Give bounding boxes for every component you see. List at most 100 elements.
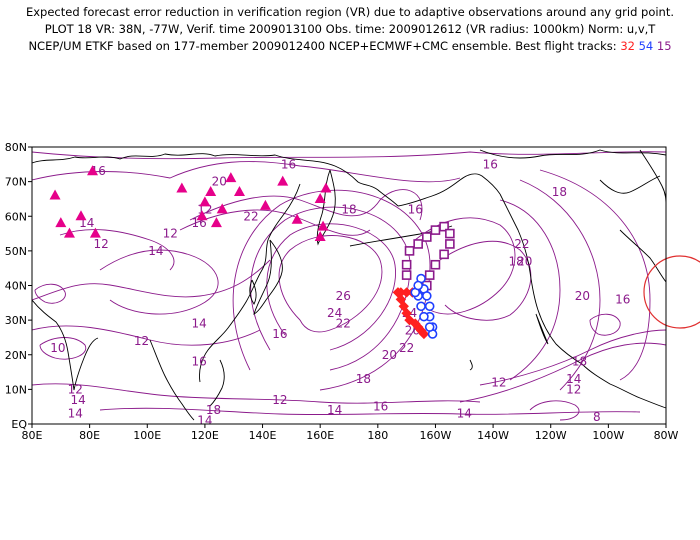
header-line-3: NCEP/UM ETKF based on 177-member 2009012… [0,38,700,55]
track-square [424,270,435,280]
contour-line [32,151,666,160]
lat-tick-label: 10N [5,383,27,396]
contour-label: 18 [572,355,587,369]
track-square [445,228,455,239]
lat-tick-label: 30N [5,314,27,327]
coastline-eurasia-north [32,153,399,207]
contour-line [414,217,516,315]
track-circle [424,301,435,312]
coastline-hawaii [469,359,473,371]
lon-tick-label: 80E [79,429,100,442]
observation-triangle [176,182,188,193]
track-diamond [398,301,409,312]
track-diamond [392,287,404,298]
observation-triangles [49,165,332,242]
track-square [439,221,449,232]
coastline-indochina [149,339,195,421]
coastline-mexico [581,363,666,409]
contour-label: 14 [197,414,212,428]
track-square [445,239,455,249]
lon-tick-label: 120E [191,429,219,442]
observation-triangle [277,175,289,186]
observation-triangle [259,199,271,210]
coastline-east-us [619,229,666,283]
track-circle [424,322,435,332]
contour-label: 16 [408,202,423,216]
contour-line [278,235,383,333]
contour-label: 16 [615,292,630,306]
contour-label: 20 [575,289,590,303]
contour-label: 14 [192,317,207,331]
flight-track-purple [401,221,455,291]
contour-label: 12 [94,237,109,251]
observation-triangle [225,172,237,183]
track-diamond [418,328,430,340]
contour-label: 16 [272,327,287,341]
longitude-axis: 80E 80E 100E 120E 140E 160E 180 160W 140W 120W 100… [22,424,679,442]
contour-label: 12 [491,375,506,389]
track-diamond [401,307,412,319]
contour-label: 18 [206,403,221,417]
contour-label: 18 [509,254,524,268]
observation-triangle [317,220,329,231]
track-square [413,239,423,249]
track-square [404,246,415,256]
contour-line [479,329,666,386]
contour-label: 22 [514,237,529,251]
contour-label: 16 [483,157,498,171]
contour-label: 16 [281,157,296,171]
observation-triangle [205,186,217,197]
track-diamond [395,294,407,305]
contour-label: 18 [356,372,371,386]
track-circle [413,280,423,291]
contour-line [589,313,621,336]
lat-tick-label: 40N [5,280,27,293]
contour-label: 18 [552,185,567,199]
lat-tick-label: 50N [5,245,27,258]
contour-label: 10 [667,341,682,355]
lat-tick-label: 60N [5,210,27,223]
contour-label: 14 [327,403,342,417]
observation-triangle [314,192,326,203]
coastline-japan [253,239,283,315]
contour-line [459,342,666,403]
coastline-south-asia [32,299,99,391]
header-line-3-prefix: NCEP/UM ETKF based on 177-member 2009012… [28,39,617,53]
observation-triangle [210,217,222,228]
lon-tick-label: 180 [367,429,388,442]
track-circle [416,301,426,312]
observation-triangle [75,210,87,221]
contour-lines [32,151,666,421]
contour-label: 12 [163,227,178,241]
contour-label: 18 [341,202,356,216]
contour-label: 12 [68,382,83,396]
coastline-arctic-islands [479,149,666,159]
lon-tick-label: 80E [22,429,43,442]
observation-triangle [291,213,303,224]
contour-line [519,179,601,391]
contour-line [32,383,481,404]
contour-line [34,283,66,304]
contour-line [232,189,431,391]
coastline-alaska [397,173,501,207]
coastline-hudson [599,175,661,194]
track-count-purple: 15 [656,39,672,53]
latitude-axis: EQ 10N 20N 30N 40N 50N 60N 70N 80N [5,141,32,431]
observation-triangle [55,217,67,228]
contour-label: 22 [399,341,414,355]
contour-label: 20 [212,175,227,189]
contour-line [266,223,396,351]
contour-line [529,400,580,421]
lon-tick-label: 160E [306,429,334,442]
contour-line [32,161,461,183]
contour-label: 22 [336,317,351,331]
observation-triangle [63,227,75,238]
contour-line [99,249,219,315]
observation-triangle [216,203,228,214]
contour-label: 14 [68,407,83,421]
track-count-red: 32 [620,39,635,53]
lon-tick-label: 100E [133,429,161,442]
contour-line [32,259,271,301]
